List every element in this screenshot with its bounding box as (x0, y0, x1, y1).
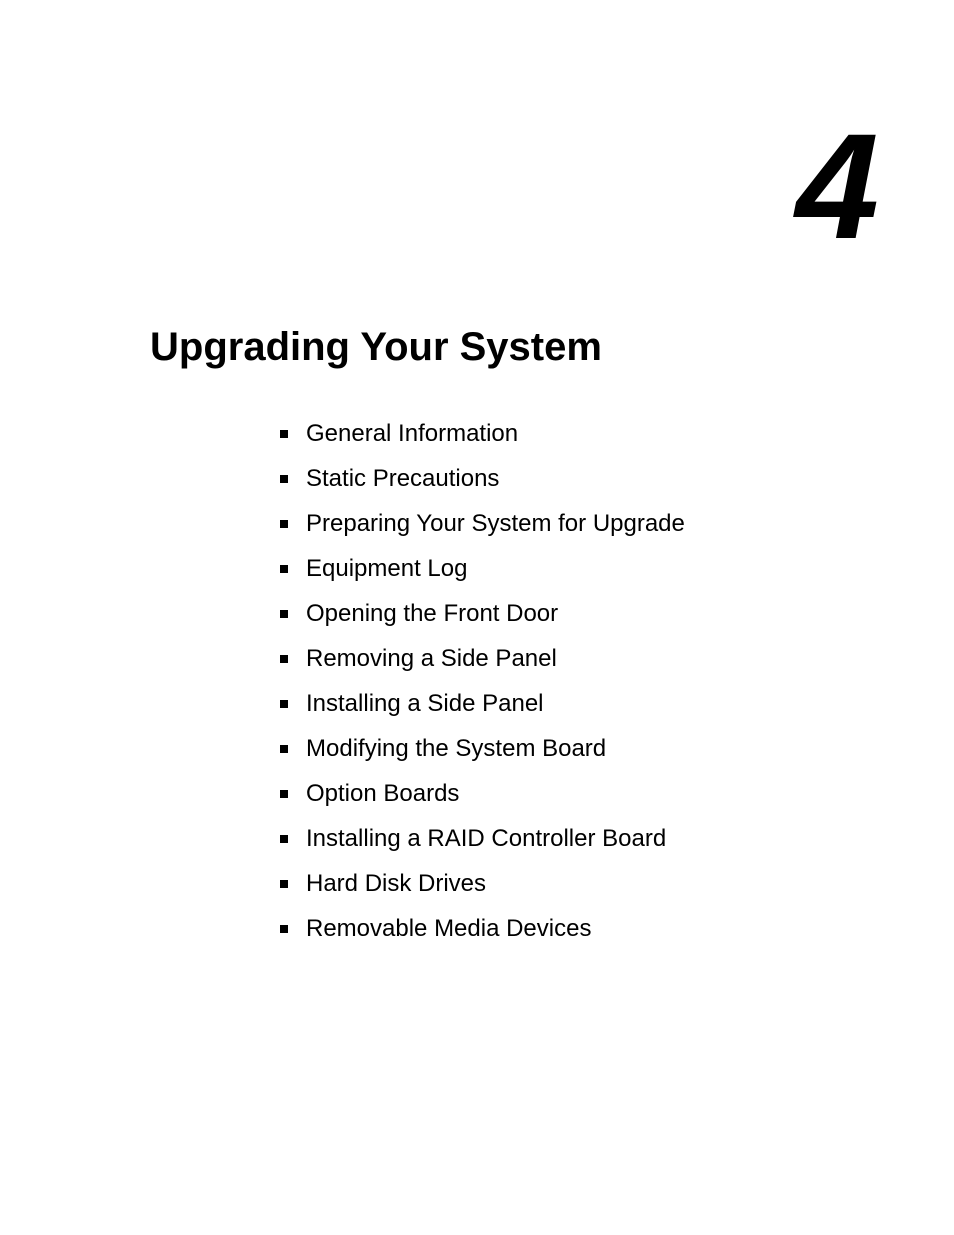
chapter-title: Upgrading Your System (150, 325, 874, 370)
toc-item-label: Removing a Side Panel (306, 645, 557, 673)
bullet-icon (280, 655, 288, 663)
bullet-icon (280, 520, 288, 528)
toc-item: Installing a RAID Controller Board (280, 825, 874, 853)
toc-item: Opening the Front Door (280, 600, 874, 628)
bullet-icon (280, 790, 288, 798)
toc-item-label: Opening the Front Door (306, 600, 558, 628)
toc-item: Option Boards (280, 780, 874, 808)
toc-item-label: Equipment Log (306, 555, 467, 583)
toc-item-label: General Information (306, 420, 518, 448)
toc-item-label: Removable Media Devices (306, 915, 591, 943)
toc-item: General Information (280, 420, 874, 448)
toc-item: Equipment Log (280, 555, 874, 583)
toc-list: General Information Static Precautions P… (280, 420, 874, 943)
bullet-icon (280, 475, 288, 483)
bullet-icon (280, 700, 288, 708)
bullet-icon (280, 610, 288, 618)
bullet-icon (280, 835, 288, 843)
toc-item: Static Precautions (280, 465, 874, 493)
toc-item-label: Hard Disk Drives (306, 870, 486, 898)
toc-item-label: Modifying the System Board (306, 735, 606, 763)
toc-item-label: Option Boards (306, 780, 459, 808)
toc-item-label: Preparing Your System for Upgrade (306, 510, 685, 538)
bullet-icon (280, 745, 288, 753)
toc-item-label: Installing a RAID Controller Board (306, 825, 666, 853)
bullet-icon (280, 430, 288, 438)
toc-item: Removing a Side Panel (280, 645, 874, 673)
toc-item: Hard Disk Drives (280, 870, 874, 898)
toc-item: Modifying the System Board (280, 735, 874, 763)
toc-item: Removable Media Devices (280, 915, 874, 943)
bullet-icon (280, 565, 288, 573)
toc-item: Preparing Your System for Upgrade (280, 510, 874, 538)
bullet-icon (280, 880, 288, 888)
page-container: 4 Upgrading Your System General Informat… (0, 0, 954, 1235)
bullet-icon (280, 925, 288, 933)
toc-item-label: Installing a Side Panel (306, 690, 544, 718)
chapter-number: 4 (796, 100, 874, 273)
toc-item-label: Static Precautions (306, 465, 499, 493)
toc-item: Installing a Side Panel (280, 690, 874, 718)
